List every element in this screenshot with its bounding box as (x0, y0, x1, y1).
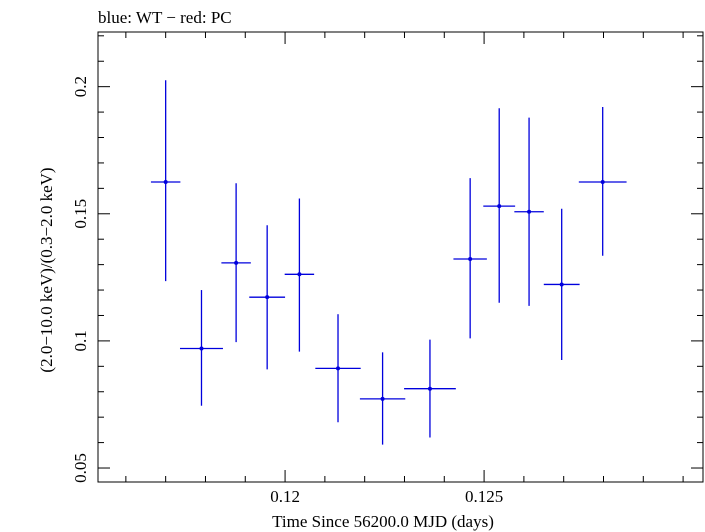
data-point (543, 208, 580, 360)
point-marker (297, 272, 302, 277)
x-axis-label: Time Since 56200.0 MJD (days) (272, 512, 494, 531)
data-point (404, 339, 456, 438)
point-marker (380, 396, 385, 401)
y-tick-label: 0.15 (71, 199, 90, 229)
point-marker (559, 282, 564, 287)
point-marker (468, 257, 473, 262)
data-point (514, 117, 544, 306)
data-point (578, 107, 627, 256)
y-tick-label: 0.05 (71, 453, 90, 483)
data-point (315, 314, 361, 423)
x-axis: 0.12 0.125 (125, 32, 684, 506)
data-point (483, 108, 516, 303)
data-series (150, 80, 627, 445)
point-marker (427, 386, 432, 391)
x-tick-label: 0.12 (270, 487, 300, 506)
data-point (359, 352, 406, 445)
point-marker (265, 295, 270, 300)
data-point (249, 225, 286, 370)
y-tick-label: 0.1 (71, 330, 90, 351)
chart-title: blue: WT − red: PC (98, 8, 232, 27)
y-axis: 0.05 0.1 0.15 0.2 (71, 35, 703, 483)
y-axis-label: (2.0−10.0 keV)/(0.3−2.0 keV) (37, 167, 56, 372)
plot-frame (97, 31, 704, 483)
data-point (179, 290, 223, 406)
point-marker (600, 180, 605, 184)
point-marker (199, 346, 204, 351)
point-marker (527, 209, 532, 214)
point-marker (163, 180, 168, 184)
data-point (284, 198, 315, 352)
y-tick-label: 0.2 (71, 76, 90, 97)
point-marker (234, 260, 239, 265)
x-tick-label: 0.125 (465, 487, 503, 506)
data-point (221, 183, 251, 343)
point-marker (497, 204, 502, 209)
data-point (453, 178, 487, 339)
point-marker (336, 366, 341, 371)
data-point (150, 80, 181, 282)
